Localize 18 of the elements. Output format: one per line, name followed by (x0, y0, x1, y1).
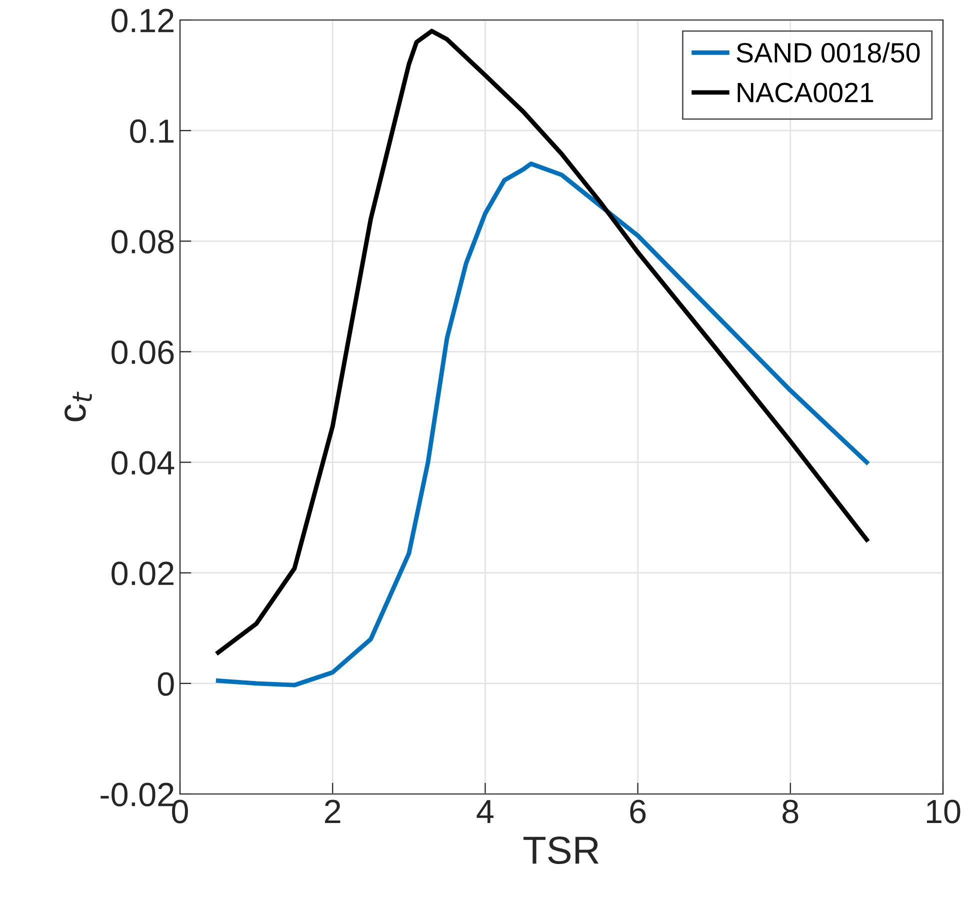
y-tick-label: 0.08 (112, 230, 174, 254)
y-tick-label: 0.02 (112, 562, 174, 586)
x-tick-label: 8 (782, 800, 798, 824)
y-tick-label: 0.06 (112, 340, 174, 364)
legend-label: SAND 0018/50 (736, 42, 920, 63)
y-tick-label: 0.1 (130, 119, 174, 143)
x-tick-label: 4 (476, 800, 494, 824)
line-series (216, 162, 869, 688)
y-tick-label: 0.12 (112, 8, 174, 32)
y-axis-title: c$_{t}$ (64, 392, 92, 422)
x-tick-label: 6 (630, 800, 646, 824)
legend-label: NACA0021 (738, 82, 874, 102)
x-tick-label: 10 (927, 800, 960, 824)
x-tick-label: 2 (325, 800, 340, 824)
y-tick-label: 0.04 (112, 451, 174, 475)
x-axis-title: TSR (523, 836, 599, 864)
y-tick-label: 0 (158, 672, 174, 696)
y-tick-label: -0.02 (100, 782, 174, 806)
